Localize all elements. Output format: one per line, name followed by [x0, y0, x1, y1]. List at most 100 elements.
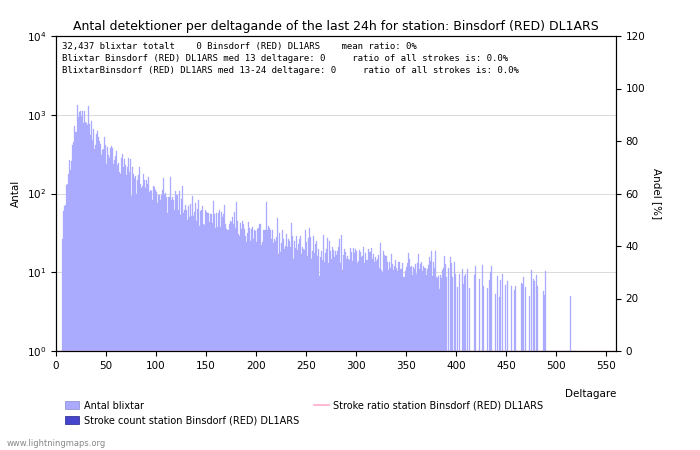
Bar	[144, 188, 146, 450]
Bar	[524, 288, 526, 450]
Bar	[554, 351, 556, 450]
Bar	[533, 281, 535, 450]
Bar	[403, 277, 405, 450]
Bar	[242, 224, 244, 450]
Bar	[564, 351, 566, 450]
Bar	[547, 351, 549, 450]
Bar	[134, 176, 136, 450]
Bar	[437, 278, 438, 450]
Bar	[125, 175, 127, 450]
Bar	[374, 257, 375, 450]
Bar	[480, 351, 482, 450]
Bar	[304, 230, 305, 450]
Bar	[158, 195, 160, 450]
Bar	[463, 276, 465, 450]
Bar	[258, 224, 260, 450]
Bar	[393, 266, 395, 450]
Bar	[183, 210, 185, 450]
Bar	[323, 261, 325, 450]
Bar	[351, 261, 353, 450]
Bar	[435, 277, 437, 450]
Bar	[74, 132, 76, 450]
Bar	[235, 202, 237, 450]
Bar	[106, 147, 108, 450]
Bar	[262, 230, 263, 450]
Bar	[379, 243, 381, 450]
Bar	[153, 187, 155, 450]
Bar	[150, 191, 151, 450]
Bar	[570, 351, 571, 450]
Bar	[540, 351, 542, 450]
Bar	[190, 216, 192, 450]
Bar	[64, 205, 66, 450]
Bar	[297, 250, 298, 450]
Bar	[346, 256, 347, 450]
Bar	[444, 264, 445, 450]
Bar	[452, 351, 454, 450]
Bar	[59, 351, 60, 450]
Bar	[234, 228, 235, 450]
Bar	[265, 202, 267, 450]
Bar	[288, 241, 290, 450]
Bar	[132, 174, 134, 450]
Bar	[80, 116, 81, 450]
Bar	[510, 286, 512, 450]
Bar	[466, 269, 468, 450]
Bar	[123, 159, 125, 450]
Bar	[402, 277, 403, 450]
Bar	[286, 247, 288, 450]
Bar	[211, 223, 213, 450]
Bar	[81, 111, 83, 450]
Bar	[538, 351, 540, 450]
Bar	[318, 276, 319, 450]
Bar	[227, 230, 228, 450]
Bar	[169, 177, 171, 450]
Bar	[552, 351, 554, 450]
Bar	[349, 248, 351, 450]
Bar	[549, 351, 550, 450]
Bar	[417, 254, 419, 450]
Bar	[330, 259, 332, 450]
Bar	[307, 238, 309, 450]
Bar	[498, 297, 500, 450]
Bar	[193, 212, 195, 450]
Bar	[108, 158, 109, 450]
Bar	[263, 230, 265, 450]
Bar	[340, 235, 342, 450]
Bar	[279, 252, 281, 450]
Bar	[181, 185, 183, 450]
Bar	[148, 192, 150, 450]
Bar	[239, 223, 241, 450]
Bar	[384, 256, 386, 450]
Bar	[85, 123, 87, 450]
Bar	[146, 184, 148, 450]
Bar	[115, 156, 116, 450]
Bar	[94, 149, 95, 450]
Bar	[129, 172, 130, 450]
Bar	[83, 112, 85, 450]
Bar	[319, 257, 321, 450]
Bar	[358, 250, 360, 450]
Bar	[230, 221, 232, 450]
Bar	[202, 224, 204, 450]
Bar	[477, 351, 479, 450]
Bar	[90, 121, 92, 450]
Bar	[309, 238, 311, 450]
Bar	[521, 284, 522, 450]
Bar	[118, 172, 120, 450]
Bar	[256, 229, 258, 450]
Bar	[214, 228, 216, 450]
Bar	[508, 351, 510, 450]
Bar	[473, 275, 475, 450]
Bar	[312, 236, 314, 450]
Bar	[465, 274, 466, 450]
Bar	[414, 264, 416, 450]
Bar	[95, 134, 97, 450]
Bar	[281, 230, 283, 450]
Bar	[204, 210, 206, 450]
Bar	[519, 351, 521, 450]
Bar	[76, 104, 78, 450]
Bar	[556, 351, 557, 450]
Bar	[260, 245, 262, 450]
Bar	[101, 155, 102, 450]
